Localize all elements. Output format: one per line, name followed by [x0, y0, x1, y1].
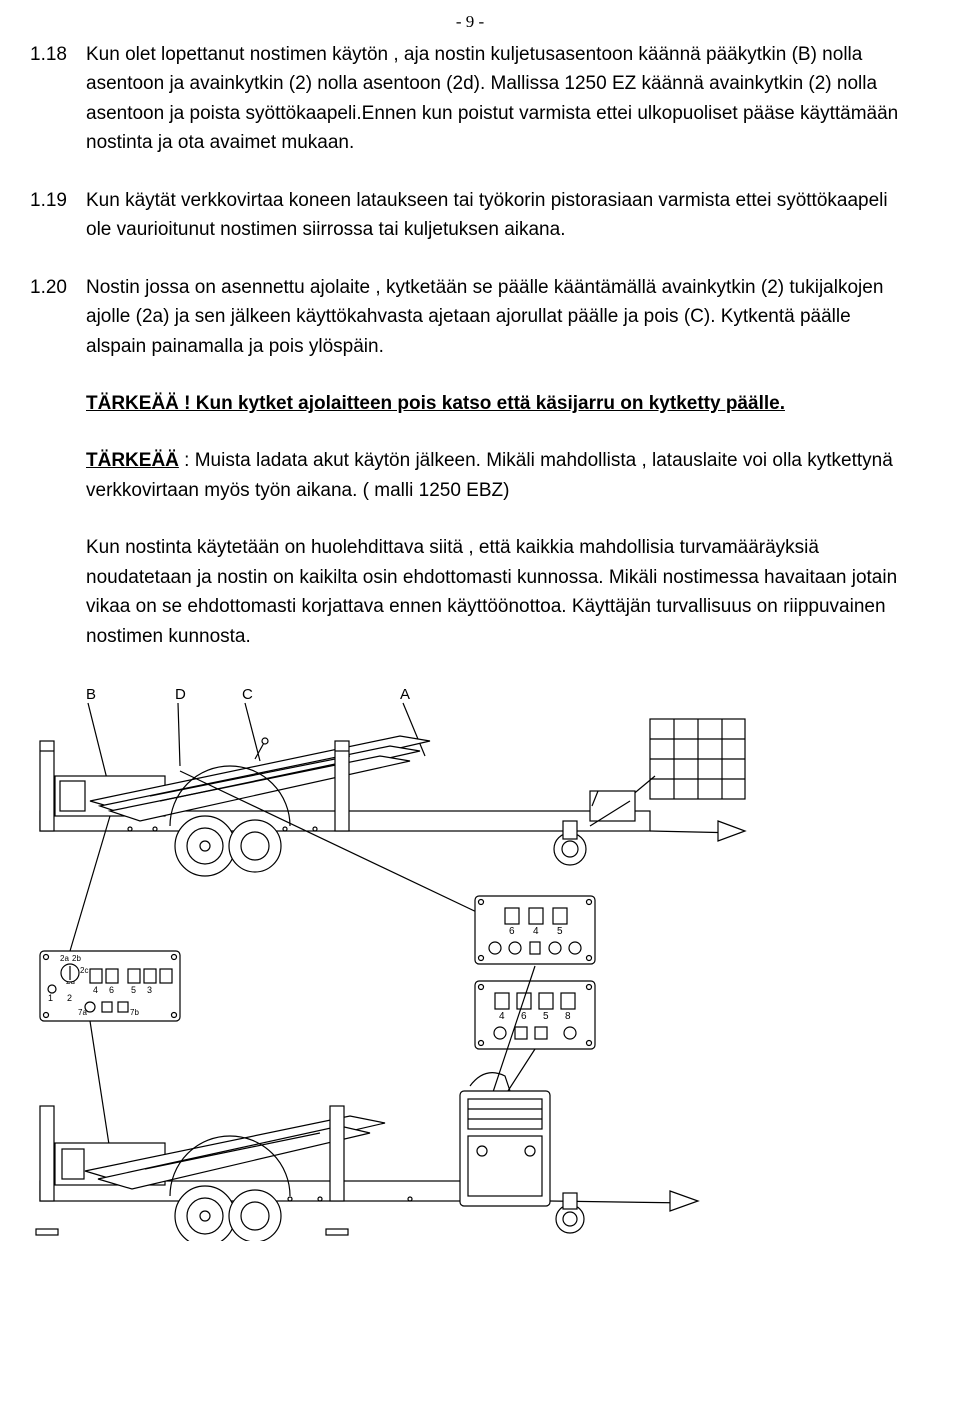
section-body: Kun käytät verkkovirtaa koneen latauksee…	[86, 186, 910, 245]
svg-text:5: 5	[131, 985, 136, 995]
section-1-18: 1.18 Kun olet lopettanut nostimen käytön…	[30, 40, 910, 158]
important-warning-1: TÄRKEÄÄ ! Kun kytket ajolaitteen pois ka…	[86, 389, 910, 418]
callout-B: B	[86, 686, 96, 703]
section-body: Nostin jossa on asennettu ajolaite , kyt…	[86, 273, 910, 361]
diagram-svg: B D C A	[30, 681, 750, 1241]
svg-text:4: 4	[499, 1011, 505, 1022]
important-text: TÄRKEÄÄ ! Kun kytket ajolaitteen pois ka…	[86, 393, 785, 414]
svg-text:2a: 2a	[60, 954, 69, 963]
important-rest: : Muista ladata akut käytön jälkeen. Mik…	[86, 450, 893, 500]
svg-text:6: 6	[109, 985, 114, 995]
page-number: - 9 -	[30, 12, 910, 32]
callout-C: C	[242, 686, 253, 703]
section-1-19: 1.19 Kun käytät verkkovirtaa koneen lata…	[30, 186, 910, 245]
important-label: TÄRKEÄÄ	[86, 450, 179, 471]
svg-text:6: 6	[521, 1011, 527, 1022]
svg-text:5: 5	[543, 1011, 549, 1022]
svg-text:4: 4	[533, 926, 539, 937]
svg-text:8: 8	[565, 1011, 571, 1022]
section-number: 1.19	[30, 186, 86, 215]
callout-D: D	[175, 686, 186, 703]
page: - 9 - 1.18 Kun olet lopettanut nostimen …	[0, 0, 960, 1406]
svg-text:1: 1	[48, 993, 53, 1003]
svg-text:4: 4	[93, 985, 98, 995]
svg-text:5: 5	[557, 926, 563, 937]
closing-paragraph: Kun nostinta käytetään on huolehdittava …	[86, 533, 910, 651]
svg-text:7b: 7b	[130, 1008, 139, 1017]
section-1-20: 1.20 Nostin jossa on asennettu ajolaite …	[30, 273, 910, 361]
section-number: 1.20	[30, 273, 86, 302]
important-warning-2: TÄRKEÄÄ : Muista ladata akut käytön jälk…	[86, 446, 910, 505]
svg-text:3: 3	[147, 985, 152, 995]
svg-text:7a: 7a	[78, 1008, 87, 1017]
technical-diagram: B D C A	[30, 681, 750, 1241]
section-body: Kun olet lopettanut nostimen käytön , aj…	[86, 40, 910, 158]
svg-text:2c: 2c	[80, 966, 88, 975]
svg-text:6: 6	[509, 926, 515, 937]
section-number: 1.18	[30, 40, 86, 69]
callout-A: A	[400, 686, 410, 703]
svg-text:2b: 2b	[72, 954, 81, 963]
svg-text:2: 2	[67, 993, 72, 1003]
